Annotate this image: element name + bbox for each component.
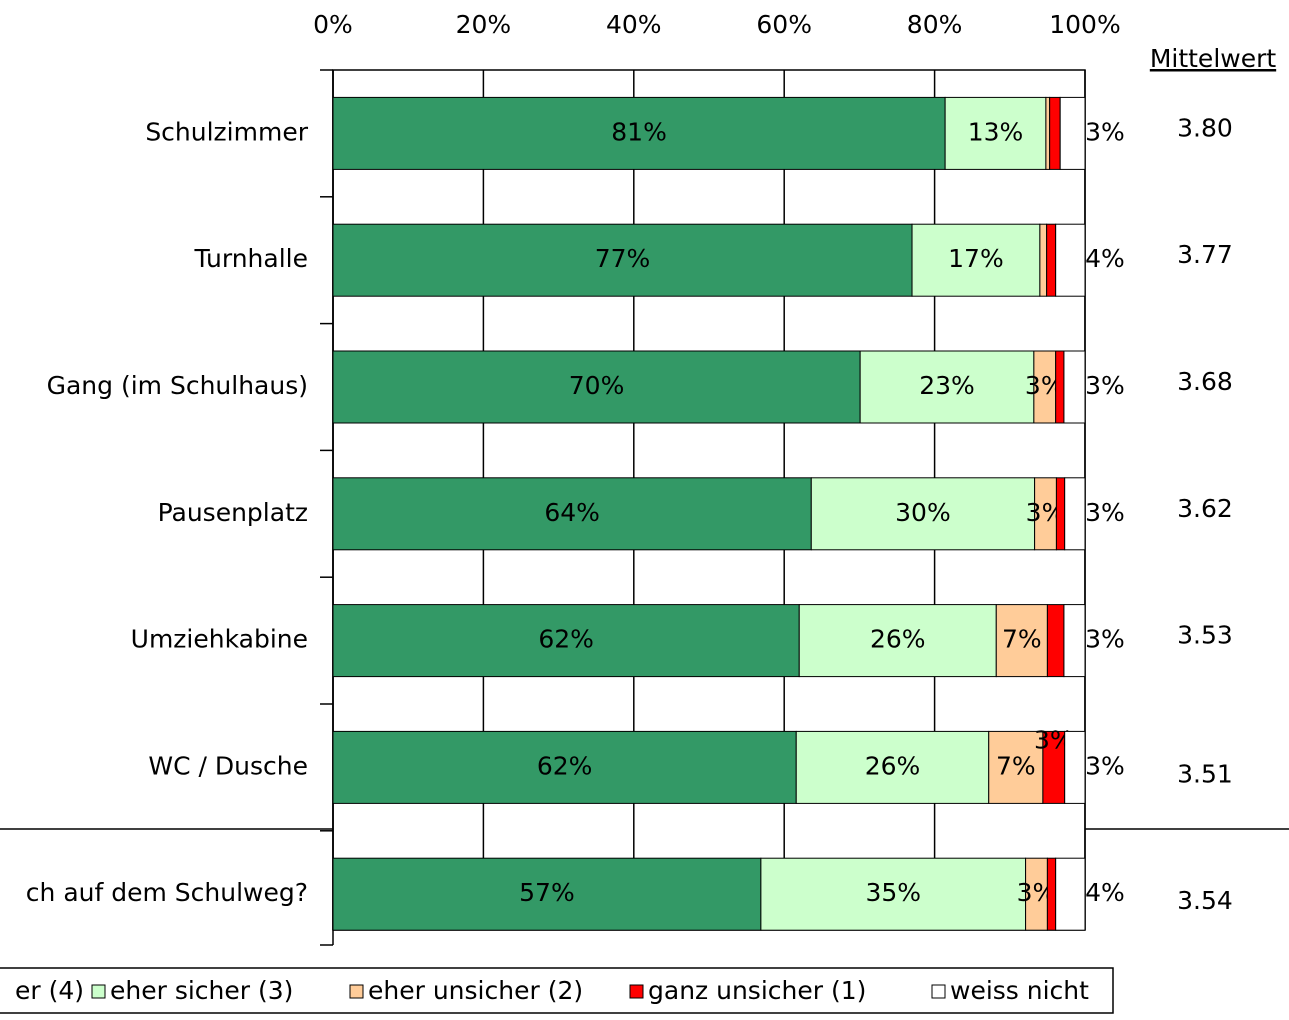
mean-value: 3.53 [1177,621,1233,650]
x-tick-label: 60% [756,10,812,39]
data-label: 81% [611,117,667,146]
y-tick-label: Pausenplatz [158,498,308,527]
data-label: 77% [595,244,651,273]
y-tick-label: ch auf dem Schulweg? [26,878,308,907]
mean-value: 3.54 [1177,886,1233,915]
bar-segment [859,350,1035,424]
mean-value: 3.77 [1177,240,1233,269]
mean-value: 3.80 [1177,113,1233,142]
data-label: 64% [544,498,600,527]
legend-marker [349,984,364,999]
bar-segment [760,857,1027,931]
x-tick-label: 0% [313,10,353,39]
y-tick-label: Umziehkabine [131,625,308,654]
bar-segment [1064,477,1086,551]
data-label: 3% [1085,625,1125,654]
data-label: 70% [569,371,625,400]
data-label: 26% [870,625,926,654]
bar-segment [944,96,1047,170]
bar-segment [1059,96,1086,170]
x-tick-label: 100% [1049,10,1120,39]
data-label: 3% [1085,371,1125,400]
bar-segment [1063,350,1086,424]
mean-value: 3.51 [1177,759,1233,788]
data-label: 7% [1002,625,1042,654]
legend-marker [629,984,644,999]
data-label: 62% [537,751,593,780]
bar-segment [1049,96,1061,170]
bar-segment [911,223,1041,297]
legend-label: ganz unsicher (1) [648,976,866,1005]
legend-label: er (4) [15,976,84,1005]
y-tick-label: Turnhalle [194,244,308,273]
legend-label: weiss nicht [950,976,1089,1005]
mean-value: 3.62 [1177,494,1233,523]
legend-marker [931,984,946,999]
bar-segment [1046,223,1057,297]
bar-segment [1039,223,1048,297]
legend-marker [91,984,106,999]
data-label: 26% [865,751,921,780]
data-label: 3% [1085,498,1125,527]
data-label: 62% [538,625,594,654]
legend-label: eher sicher (3) [110,976,293,1005]
data-label: 4% [1085,878,1125,907]
y-tick-label: Gang (im Schulhaus) [47,371,308,400]
bar-segment [332,96,946,170]
bar-segment [995,604,1048,678]
bar-segment [1045,96,1051,170]
data-label: 30% [895,498,951,527]
bar-segment [988,730,1044,804]
bar-segment [795,730,990,804]
bar-segment [1046,604,1065,678]
x-tick-label: 40% [606,10,662,39]
bar-segment [1055,350,1065,424]
data-label: 3% [1085,117,1125,146]
x-tick-label: 20% [456,10,512,39]
bar-segment [798,604,997,678]
data-label: 23% [919,371,975,400]
bar-segment [1055,857,1086,931]
bar-segment [332,857,762,931]
bar-segment [1046,857,1057,931]
data-label: 35% [865,878,921,907]
bar-segment [332,604,800,678]
data-label: 7% [996,751,1036,780]
bar-segment [1055,223,1086,297]
data-label: 13% [968,117,1024,146]
bar-segment [1055,477,1066,551]
data-label: 3% [1085,751,1125,780]
x-tick-label: 80% [907,10,963,39]
bar-segment [332,350,861,424]
y-tick-label: WC / Dusche [148,751,308,780]
bar-segment [332,223,913,297]
bar-segment [1064,730,1086,804]
mean-value: 3.68 [1177,367,1233,396]
y-tick-label: Schulzimmer [145,117,308,146]
data-label: 17% [948,244,1004,273]
mean-title: Mittelwert [1150,44,1277,73]
bar-segment [1063,604,1086,678]
legend-label: eher unsicher (2) [368,976,583,1005]
legend-box [0,967,1114,1014]
data-label: 57% [519,878,575,907]
bar-segment [332,477,812,551]
data-label: 4% [1085,244,1125,273]
